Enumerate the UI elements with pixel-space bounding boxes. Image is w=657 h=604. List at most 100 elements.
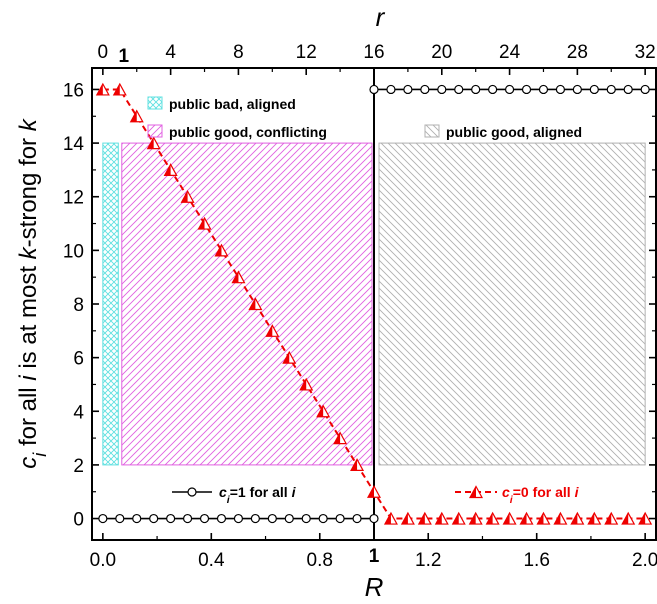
y-tick-label: 10 <box>63 241 84 262</box>
x-bottom-tick-label: 1.6 <box>523 550 549 571</box>
point-ci-0-fill <box>300 378 307 390</box>
x-top-tick-label: 24 <box>499 42 521 63</box>
point-ci-1 <box>301 513 311 524</box>
point-ci-1 <box>199 513 210 524</box>
point-ci-0-fill <box>113 83 120 95</box>
point-ci-0 <box>214 243 229 257</box>
point-ci-0 <box>146 136 161 150</box>
point-ci-1 <box>420 84 430 95</box>
point-ci-1 <box>98 513 108 524</box>
point-ci-0 <box>417 511 432 525</box>
label-public-good-conflicting-swatch <box>147 124 163 138</box>
point-ci-1 <box>166 513 176 524</box>
point-ci-0 <box>638 511 653 525</box>
point-ci-0-fill <box>215 244 222 256</box>
point-ci-0 <box>282 350 297 364</box>
series-line-ci-1 <box>102 88 646 520</box>
point-ci-0 <box>604 511 619 525</box>
point-ci-0-fill <box>96 83 103 95</box>
point-ci-0-fill <box>486 513 493 525</box>
y-tick-label: 0 <box>73 510 84 531</box>
label-public-good-conflicting: public good, conflicting <box>169 124 327 140</box>
point-ci-0-fill <box>588 513 595 525</box>
point-ci-1 <box>640 84 650 95</box>
y-tick-label: 8 <box>73 295 84 316</box>
point-ci-0-fill <box>435 513 442 525</box>
y-tick-label: 12 <box>63 188 84 209</box>
point-ci-1 <box>335 513 345 524</box>
point-ci-0-fill <box>639 513 646 525</box>
point-ci-0-fill <box>351 459 358 471</box>
point-ci-0-fill <box>266 325 273 337</box>
point-ci-0-fill <box>401 513 408 525</box>
x-top-tick-label: 8 <box>233 42 244 63</box>
point-ci-0 <box>95 82 110 96</box>
x-bottom-extra-tick-label: 1 <box>369 546 380 567</box>
x-top-extra-tick-label: 1 <box>119 46 130 67</box>
point-ci-0-fill <box>554 513 561 525</box>
point-ci-0-fill <box>181 191 188 203</box>
x-axis-top: 0 4 8 12 16 20 24 28 32 1 r <box>98 2 656 75</box>
point-ci-1 <box>403 84 413 95</box>
point-ci-1 <box>521 84 532 95</box>
point-ci-1 <box>437 84 447 95</box>
point-ci-1 <box>115 513 125 524</box>
point-ci-0-fill <box>164 164 171 176</box>
legend-layer: ci=1 for all i ci=0 for all i <box>172 484 580 506</box>
point-ci-0-fill <box>503 513 510 525</box>
point-ci-1 <box>352 513 362 524</box>
regions-layer <box>102 142 646 466</box>
legend-marker-ci-1 <box>187 487 197 497</box>
point-ci-0-fill <box>232 271 239 283</box>
x-top-tick-label: 20 <box>431 42 452 63</box>
point-ci-0 <box>299 377 314 391</box>
legend-label-ci-1: ci=1 for all i <box>219 484 297 506</box>
point-ci-1 <box>606 84 616 95</box>
x-bottom-tick-label: 1.2 <box>415 550 441 571</box>
point-ci-1 <box>284 513 294 524</box>
x-axis-bottom: 0.0 0.4 0.8 1.2 1.6 2.0 1 R <box>90 533 657 602</box>
point-ci-0 <box>502 511 517 525</box>
y-tick-label: 2 <box>73 456 84 477</box>
y-tick-label: 6 <box>73 349 84 370</box>
point-ci-1 <box>623 84 633 95</box>
point-ci-0-fill <box>469 513 476 525</box>
point-ci-1 <box>555 84 566 95</box>
point-ci-0 <box>163 163 178 177</box>
point-ci-0 <box>536 511 551 525</box>
y-tick-label: 16 <box>63 80 84 101</box>
point-ci-0 <box>451 511 466 525</box>
point-ci-0-fill <box>198 218 205 230</box>
x-top-tick-label: 28 <box>567 42 588 63</box>
label-public-bad-aligned-swatch <box>147 96 163 110</box>
point-ci-1 <box>216 513 227 524</box>
x-top-tick-label: 4 <box>165 42 176 63</box>
point-ci-0-fill <box>452 513 459 525</box>
point-ci-0-fill <box>249 298 256 310</box>
point-ci-1 <box>369 84 379 95</box>
x-bottom-tick-label: 0.0 <box>90 550 116 571</box>
legend-marker-ci-0-fill <box>470 486 476 498</box>
point-ci-0 <box>265 324 280 337</box>
point-ci-1 <box>318 513 328 524</box>
x-bottom-tick-label: 0.8 <box>307 550 333 571</box>
point-ci-1 <box>182 513 193 524</box>
point-ci-1 <box>369 513 379 524</box>
x-top-axis-title: r <box>376 2 386 32</box>
y-axis-title: ci for all i is at most k-strong for k <box>15 117 50 468</box>
point-ci-0 <box>553 511 568 525</box>
point-ci-0-fill <box>384 513 391 525</box>
x-bottom-tick-label: 0.4 <box>198 550 225 571</box>
point-ci-1 <box>233 513 244 524</box>
point-ci-0 <box>366 484 382 498</box>
point-ci-0-fill <box>368 486 374 498</box>
y-tick-label: 14 <box>63 134 85 155</box>
point-ci-0-fill <box>418 513 425 525</box>
point-ci-1 <box>267 513 277 524</box>
x-top-tick-label: 16 <box>363 42 384 63</box>
point-ci-0-fill <box>334 432 341 444</box>
point-ci-0 <box>587 511 602 525</box>
y-tick-label: 4 <box>73 402 84 423</box>
point-ci-0 <box>485 511 500 525</box>
